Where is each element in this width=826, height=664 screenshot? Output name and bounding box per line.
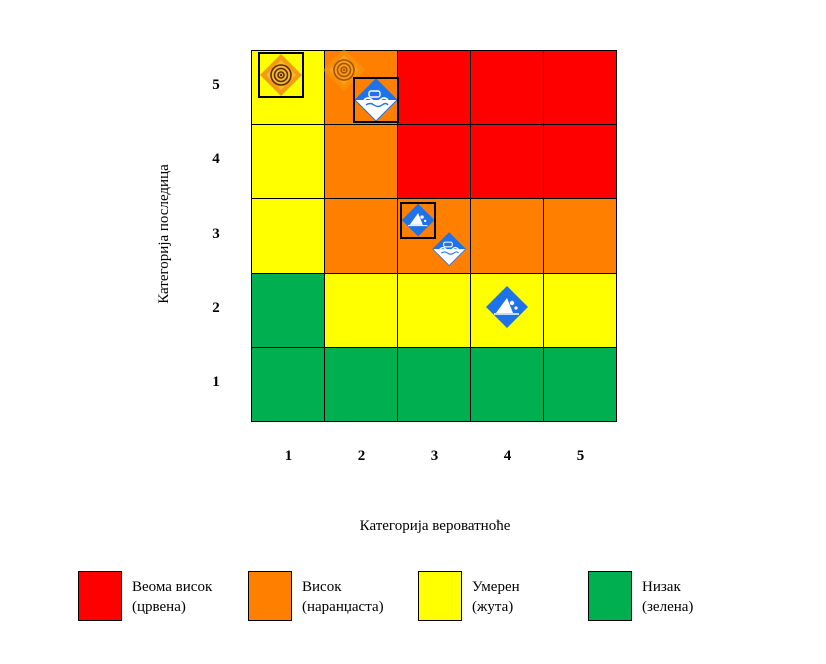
legend-title: Веома висок [132, 579, 213, 595]
risk-cell [543, 198, 617, 274]
risk-cell [543, 50, 617, 126]
risk-cell [251, 198, 325, 274]
landslide-hazard-icon [485, 285, 529, 329]
risk-cell [324, 272, 398, 348]
risk-cell [251, 346, 325, 422]
flood-hazard-icon [354, 78, 398, 122]
legend-swatch [248, 571, 292, 621]
risk-cell [397, 50, 471, 126]
y-tick-label: 2 [212, 299, 220, 316]
risk-cell [397, 198, 471, 274]
risk-cell [470, 198, 544, 274]
risk-cell [251, 124, 325, 200]
x-axis-label: Категорија вероватноће [359, 518, 511, 534]
risk-cell [470, 346, 544, 422]
y-tick-label: 1 [212, 373, 220, 390]
x-tick-label: 2 [357, 448, 366, 464]
legend-label: Низак (зелена) [642, 577, 693, 617]
x-tick-label: 3 [430, 448, 439, 464]
x-tick-label: 1 [284, 448, 293, 464]
risk-matrix-grid [251, 50, 617, 422]
risk-cell [397, 272, 471, 348]
legend-subtitle: (зелена) [642, 599, 694, 615]
risk-cell [397, 346, 471, 422]
y-axis-label: Категорија последица [156, 164, 172, 304]
landslide-hazard-icon [401, 203, 435, 237]
x-tick-label: 4 [503, 448, 512, 464]
risk-cell [543, 346, 617, 422]
risk-cell [543, 124, 617, 200]
target-hazard-icon [259, 53, 303, 97]
x-tick-label: 5 [576, 448, 585, 464]
legend-label: Висок (наранџаста) [302, 577, 384, 617]
risk-cell [324, 198, 398, 274]
y-tick-label: 5 [212, 77, 220, 94]
legend-label: Веома висок (црвена) [132, 577, 212, 617]
risk-cell [324, 346, 398, 422]
risk-cell [251, 272, 325, 348]
legend-title: Висок [302, 579, 342, 595]
legend-subtitle: (наранџаста) [302, 599, 384, 615]
legend-swatch [418, 571, 462, 621]
y-tick-label: 4 [212, 151, 220, 168]
risk-cell [324, 124, 398, 200]
legend-label: Умерен (жута) [472, 577, 520, 617]
risk-cell [470, 124, 544, 200]
legend-swatch [78, 571, 122, 621]
risk-cell [470, 50, 544, 126]
legend-title: Низак [642, 579, 681, 595]
flood-hazard-icon [432, 232, 466, 267]
y-tick-label: 3 [212, 225, 220, 242]
risk-cell [543, 272, 617, 348]
legend-subtitle: (жута) [472, 599, 514, 615]
legend-title: Умерен [472, 579, 520, 595]
risk-cell [397, 124, 471, 200]
legend-subtitle: (црвена) [132, 599, 186, 615]
legend-swatch [588, 571, 632, 621]
